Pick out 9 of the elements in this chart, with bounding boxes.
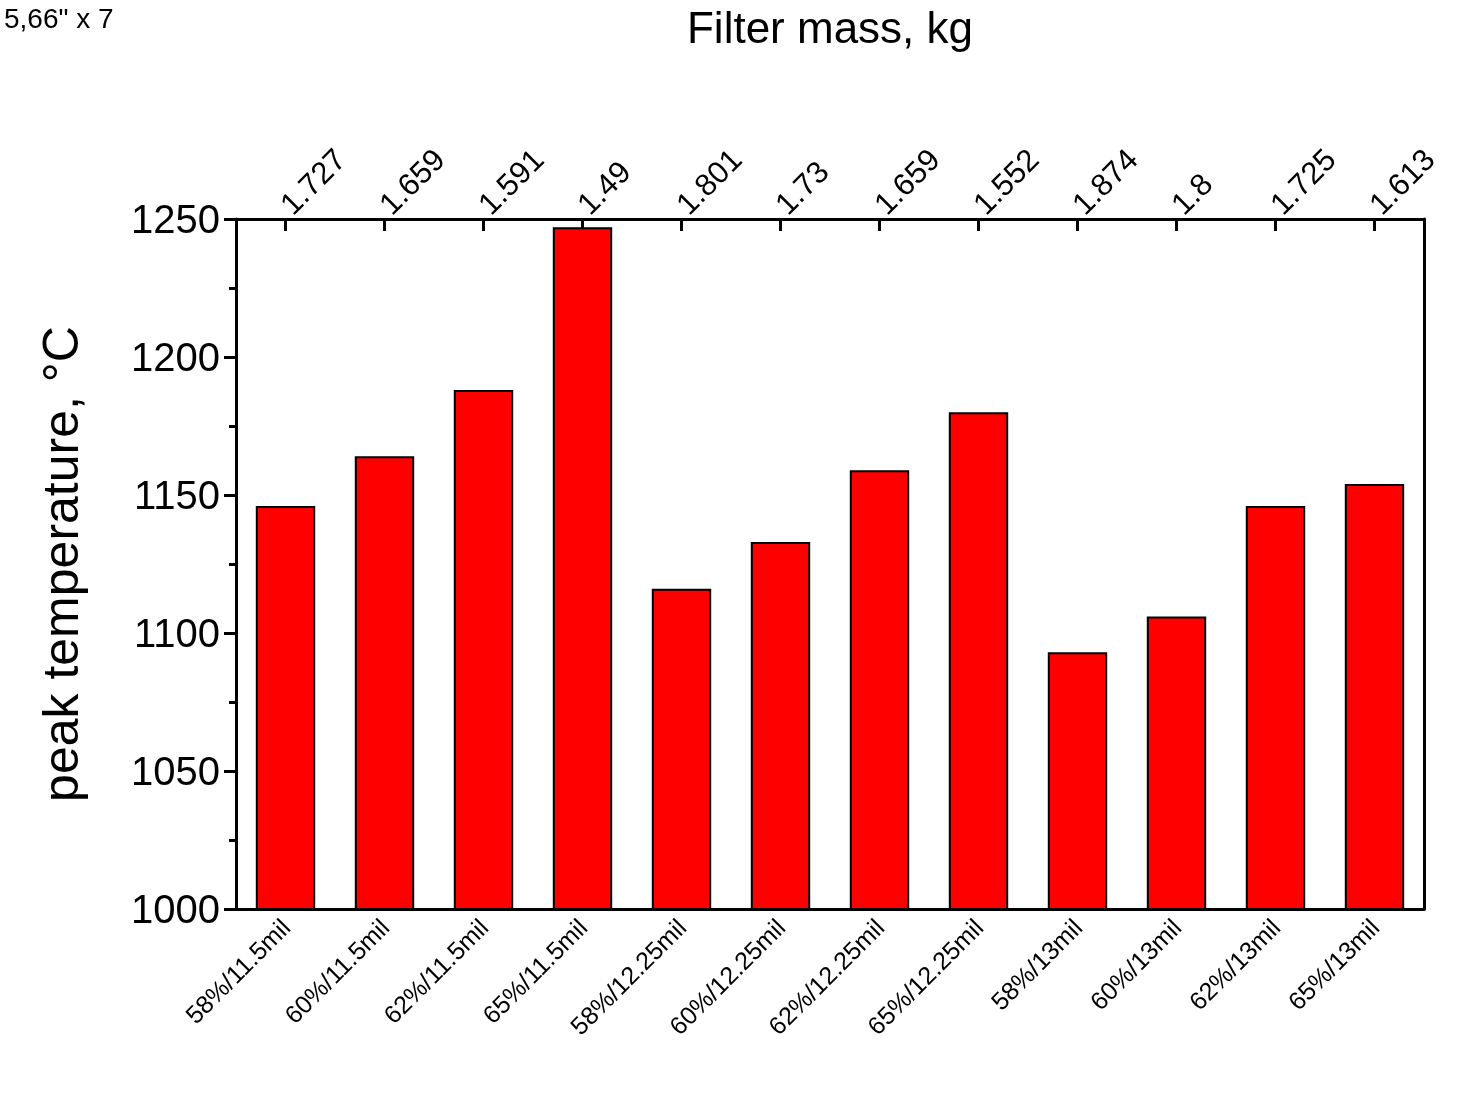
x2-axis-title: Filter mass, kg	[686, 2, 974, 52]
y-tick-label: 1200	[131, 335, 220, 379]
y-tick-label: 1150	[133, 473, 220, 517]
annotation: 1.8	[1164, 166, 1220, 222]
y-axis-title: peak temperature, °C	[33, 326, 89, 802]
y-tick-label: 1050	[131, 749, 220, 793]
text: 5,66" x 7	[4, 2, 114, 34]
y-tick-label: 1250	[131, 197, 220, 241]
y-tick-label: 1100	[133, 611, 220, 655]
